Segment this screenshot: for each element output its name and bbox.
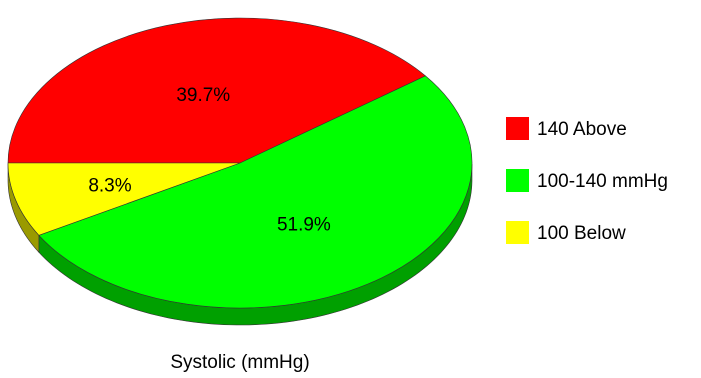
legend-swatch-140-above: [506, 117, 529, 140]
slice-labels: 39.7% 51.9% 8.3%: [88, 85, 331, 235]
pie-slice-100-140-mmhg: [38, 75, 473, 309]
pie-slice-140-above: [7, 17, 426, 164]
legend-label-100-140-mmhg: 100-140 mmHg: [537, 171, 668, 192]
legend-label-140-above: 140 Above: [537, 119, 627, 140]
pie-slices: [7, 17, 473, 309]
pie-slice-100-below: [7, 162, 241, 236]
slice-label-100-below: 8.3%: [88, 176, 131, 197]
slice-label-100-140-mmhg: 51.9%: [277, 215, 331, 236]
chart-caption: Systolic (mmHg): [170, 352, 309, 373]
legend-swatch-100-below: [506, 221, 529, 244]
slice-label-140-above: 39.7%: [176, 85, 230, 106]
legend: 140 Above 100-140 mmHg 100 Below: [506, 117, 668, 244]
legend-label-100-below: 100 Below: [537, 223, 626, 244]
legend-swatch-100-140-mmhg: [506, 169, 529, 192]
